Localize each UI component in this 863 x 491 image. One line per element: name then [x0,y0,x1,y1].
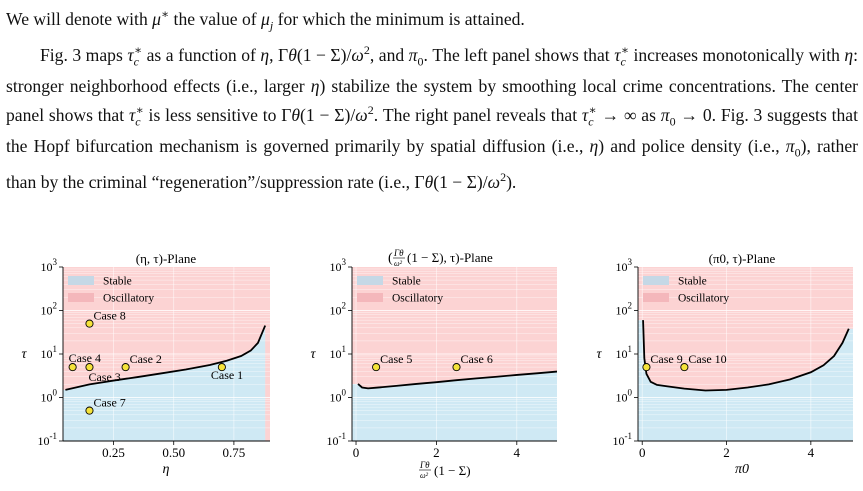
case-label: Case 7 [93,396,125,410]
y-tick-label: 10-1 [38,431,58,448]
y-tick-label: 100 [330,388,347,405]
x-axis-label: π0 [735,462,749,477]
y-tick-label: 101 [330,344,347,361]
case-marker [85,363,94,372]
case-label: Case 2 [130,352,162,366]
title-frac-num: Γθ [393,248,404,258]
y-tick-label: 103 [41,257,58,274]
case-marker [452,363,461,372]
legend-swatch-stable [643,276,669,285]
threshold-curve [357,370,557,390]
case-label: Case 5 [380,352,412,366]
legend-swatch-oscillatory [68,293,94,302]
x-tick-label: 0.25 [102,445,125,460]
case-label: Case 3 [88,370,120,384]
paragraph-mu-star: We will denote with μ∗ the value of μj f… [6,7,525,33]
title-paren: ( [388,251,393,266]
legend-swatch-stable [357,276,383,285]
x-tick-label: 4 [514,445,521,460]
legend-label-oscillatory: Oscillatory [103,293,154,305]
legend-swatch-oscillatory [357,293,383,302]
legend-label-oscillatory: Oscillatory [678,293,729,305]
y-tick-label: 10-1 [327,431,347,448]
y-tick-label: 102 [330,301,347,318]
paragraph-fig3: Fig. 3 maps τc∗ as a function of η, Γθ(1… [6,42,859,192]
y-tick-label: 10-1 [613,431,633,448]
case-marker [121,363,130,372]
chart-title: (η, τ)-Plane [136,251,197,266]
case-marker [68,363,77,372]
grid [63,267,270,441]
x-tick-label: 0 [639,445,646,460]
chart-panel-2: 10-1 100 101 102 103 0 2 4 Stable Oscillatory Case… [310,257,557,460]
figure-3: 10-1 100 101 102 103 0.25 0.50 0.75 Stable Oscill… [21,248,853,480]
legend-label-stable: Stable [678,276,707,288]
y-tick-label: 103 [616,257,633,274]
case-marker [85,319,94,328]
y-tick-label: 102 [41,301,58,318]
legend-label-stable: Stable [392,276,421,288]
case-label: Case 6 [461,352,493,366]
threshold-curve [65,325,267,391]
x-tick-label: 2 [433,445,440,460]
case-marker [85,406,94,415]
legend-swatch-stable [68,276,94,285]
y-axis-label: τ [310,347,316,362]
case-marker [642,363,651,372]
y-axis-label: τ [21,347,27,362]
threshold-curve [642,320,850,392]
y-tick-label: 100 [616,388,633,405]
xlabel-frac-num: Γθ [419,460,430,470]
body-text: We will denote with μ∗ the value of μj f… [6,2,858,194]
case-label: Case 1 [211,368,243,382]
xlabel-frac-den: ω² [420,471,429,480]
case-marker [680,363,689,372]
x-tick-label: 0 [353,445,360,460]
x-tick-label: 0.50 [162,445,185,460]
case-marker [372,363,381,372]
y-axis-label: τ [596,347,602,362]
x-tick-label: 4 [808,445,815,460]
stable-region [352,371,557,441]
case-label: Case 10 [688,352,726,366]
chart-title: (π0, τ)-Plane [709,251,776,266]
x-axis-label: η [163,462,170,477]
chart-panel-3: 10-1 100 101 102 103 0 2 4 Stable Oscillatory Case… [596,257,853,460]
case-marker [217,363,226,372]
y-tick-label: 103 [330,257,347,274]
grid [638,267,853,441]
legend-label-stable: Stable [103,276,132,288]
chart-panel-1: 10-1 100 101 102 103 0.25 0.50 0.75 Stable Oscill… [21,257,270,460]
legend-swatch-oscillatory [643,293,669,302]
case-label: Case 9 [650,352,682,366]
y-tick-label: 101 [41,344,58,361]
legend-label-oscillatory: Oscillatory [392,293,443,305]
xlabel-rest: (1 − Σ) [434,463,471,478]
x-tick-label: 2 [723,445,730,460]
title-rest: (1 − Σ), τ)-Plane [407,250,493,265]
y-tick-label: 102 [616,301,633,318]
y-tick-label: 101 [616,344,633,361]
case-label: Case 8 [93,309,125,323]
x-tick-label: 0.75 [223,445,246,460]
case-label: Case 4 [69,351,101,365]
grid [352,267,557,441]
title-frac-den: ω² [394,259,403,268]
y-tick-label: 100 [41,388,58,405]
